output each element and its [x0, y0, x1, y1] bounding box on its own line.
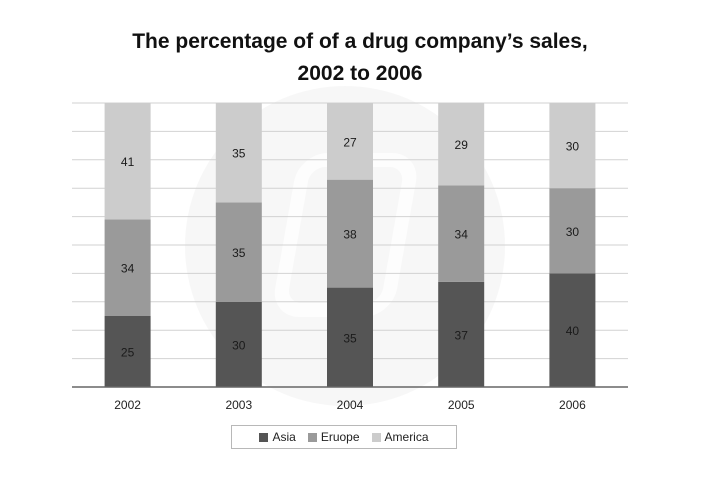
bar-segment-asia-2003 [215, 301, 262, 387]
legend-item-america: America [371, 430, 429, 444]
legend-item-europe: Eruope [307, 430, 360, 444]
data-label-eruope-2004: 38 [343, 228, 357, 242]
legend-item-asia: Asia [259, 430, 296, 444]
x-tick-label: 2002 [114, 398, 141, 412]
data-label-asia-2006: 40 [566, 324, 580, 338]
bar-segment-asia-2002 [104, 316, 151, 387]
data-label-eruope-2003: 35 [232, 246, 246, 260]
x-tick-label: 2006 [559, 398, 586, 412]
data-label-eruope-2005: 34 [455, 228, 469, 242]
data-label-eruope-2002: 34 [121, 262, 135, 276]
data-label-america-2004: 27 [343, 135, 357, 149]
bar-segment-america-2002 [104, 103, 151, 220]
data-label-asia-2002: 25 [121, 346, 135, 360]
bar-segment-america-2004 [327, 103, 373, 180]
bar-segment-eruope-2002 [104, 219, 151, 316]
legend-swatch-asia [259, 432, 269, 442]
bar-segment-america-2006 [549, 103, 596, 189]
x-tick-label: 2005 [448, 398, 475, 412]
data-label-asia-2005: 37 [455, 328, 469, 342]
bar-segment-america-2003 [215, 103, 262, 203]
chart-title-line-1: The percentage of of a drug company’s sa… [132, 30, 588, 53]
bar-segment-eruope-2006 [549, 188, 596, 274]
bar-segment-eruope-2004 [327, 179, 373, 288]
data-label-asia-2004: 35 [343, 331, 357, 345]
bar-segment-eruope-2005 [438, 185, 485, 282]
legend-swatch-america [371, 432, 381, 442]
bar-segment-america-2005 [438, 103, 485, 186]
data-label-america-2006: 30 [566, 140, 580, 154]
data-label-america-2005: 29 [455, 138, 469, 152]
x-tick-label: 2004 [337, 398, 364, 412]
legend-label-america: America [384, 430, 429, 444]
data-label-america-2003: 35 [232, 147, 246, 161]
legend: Asia Eruope America [231, 425, 457, 449]
legend-swatch-europe [307, 432, 317, 442]
data-label-eruope-2006: 30 [566, 225, 580, 239]
data-label-america-2002: 41 [121, 155, 135, 169]
bar-segment-eruope-2003 [215, 202, 262, 302]
legend-label-asia: Asia [272, 430, 296, 444]
bar-segment-asia-2004 [327, 287, 373, 387]
bar-segment-asia-2006 [549, 273, 596, 387]
data-label-asia-2003: 30 [232, 338, 246, 352]
x-tick-label: 2003 [225, 398, 252, 412]
legend-label-europe: Eruope [320, 430, 360, 444]
chart-title-line-2: 2002 to 2006 [297, 62, 423, 85]
bar-segment-asia-2005 [438, 281, 485, 387]
